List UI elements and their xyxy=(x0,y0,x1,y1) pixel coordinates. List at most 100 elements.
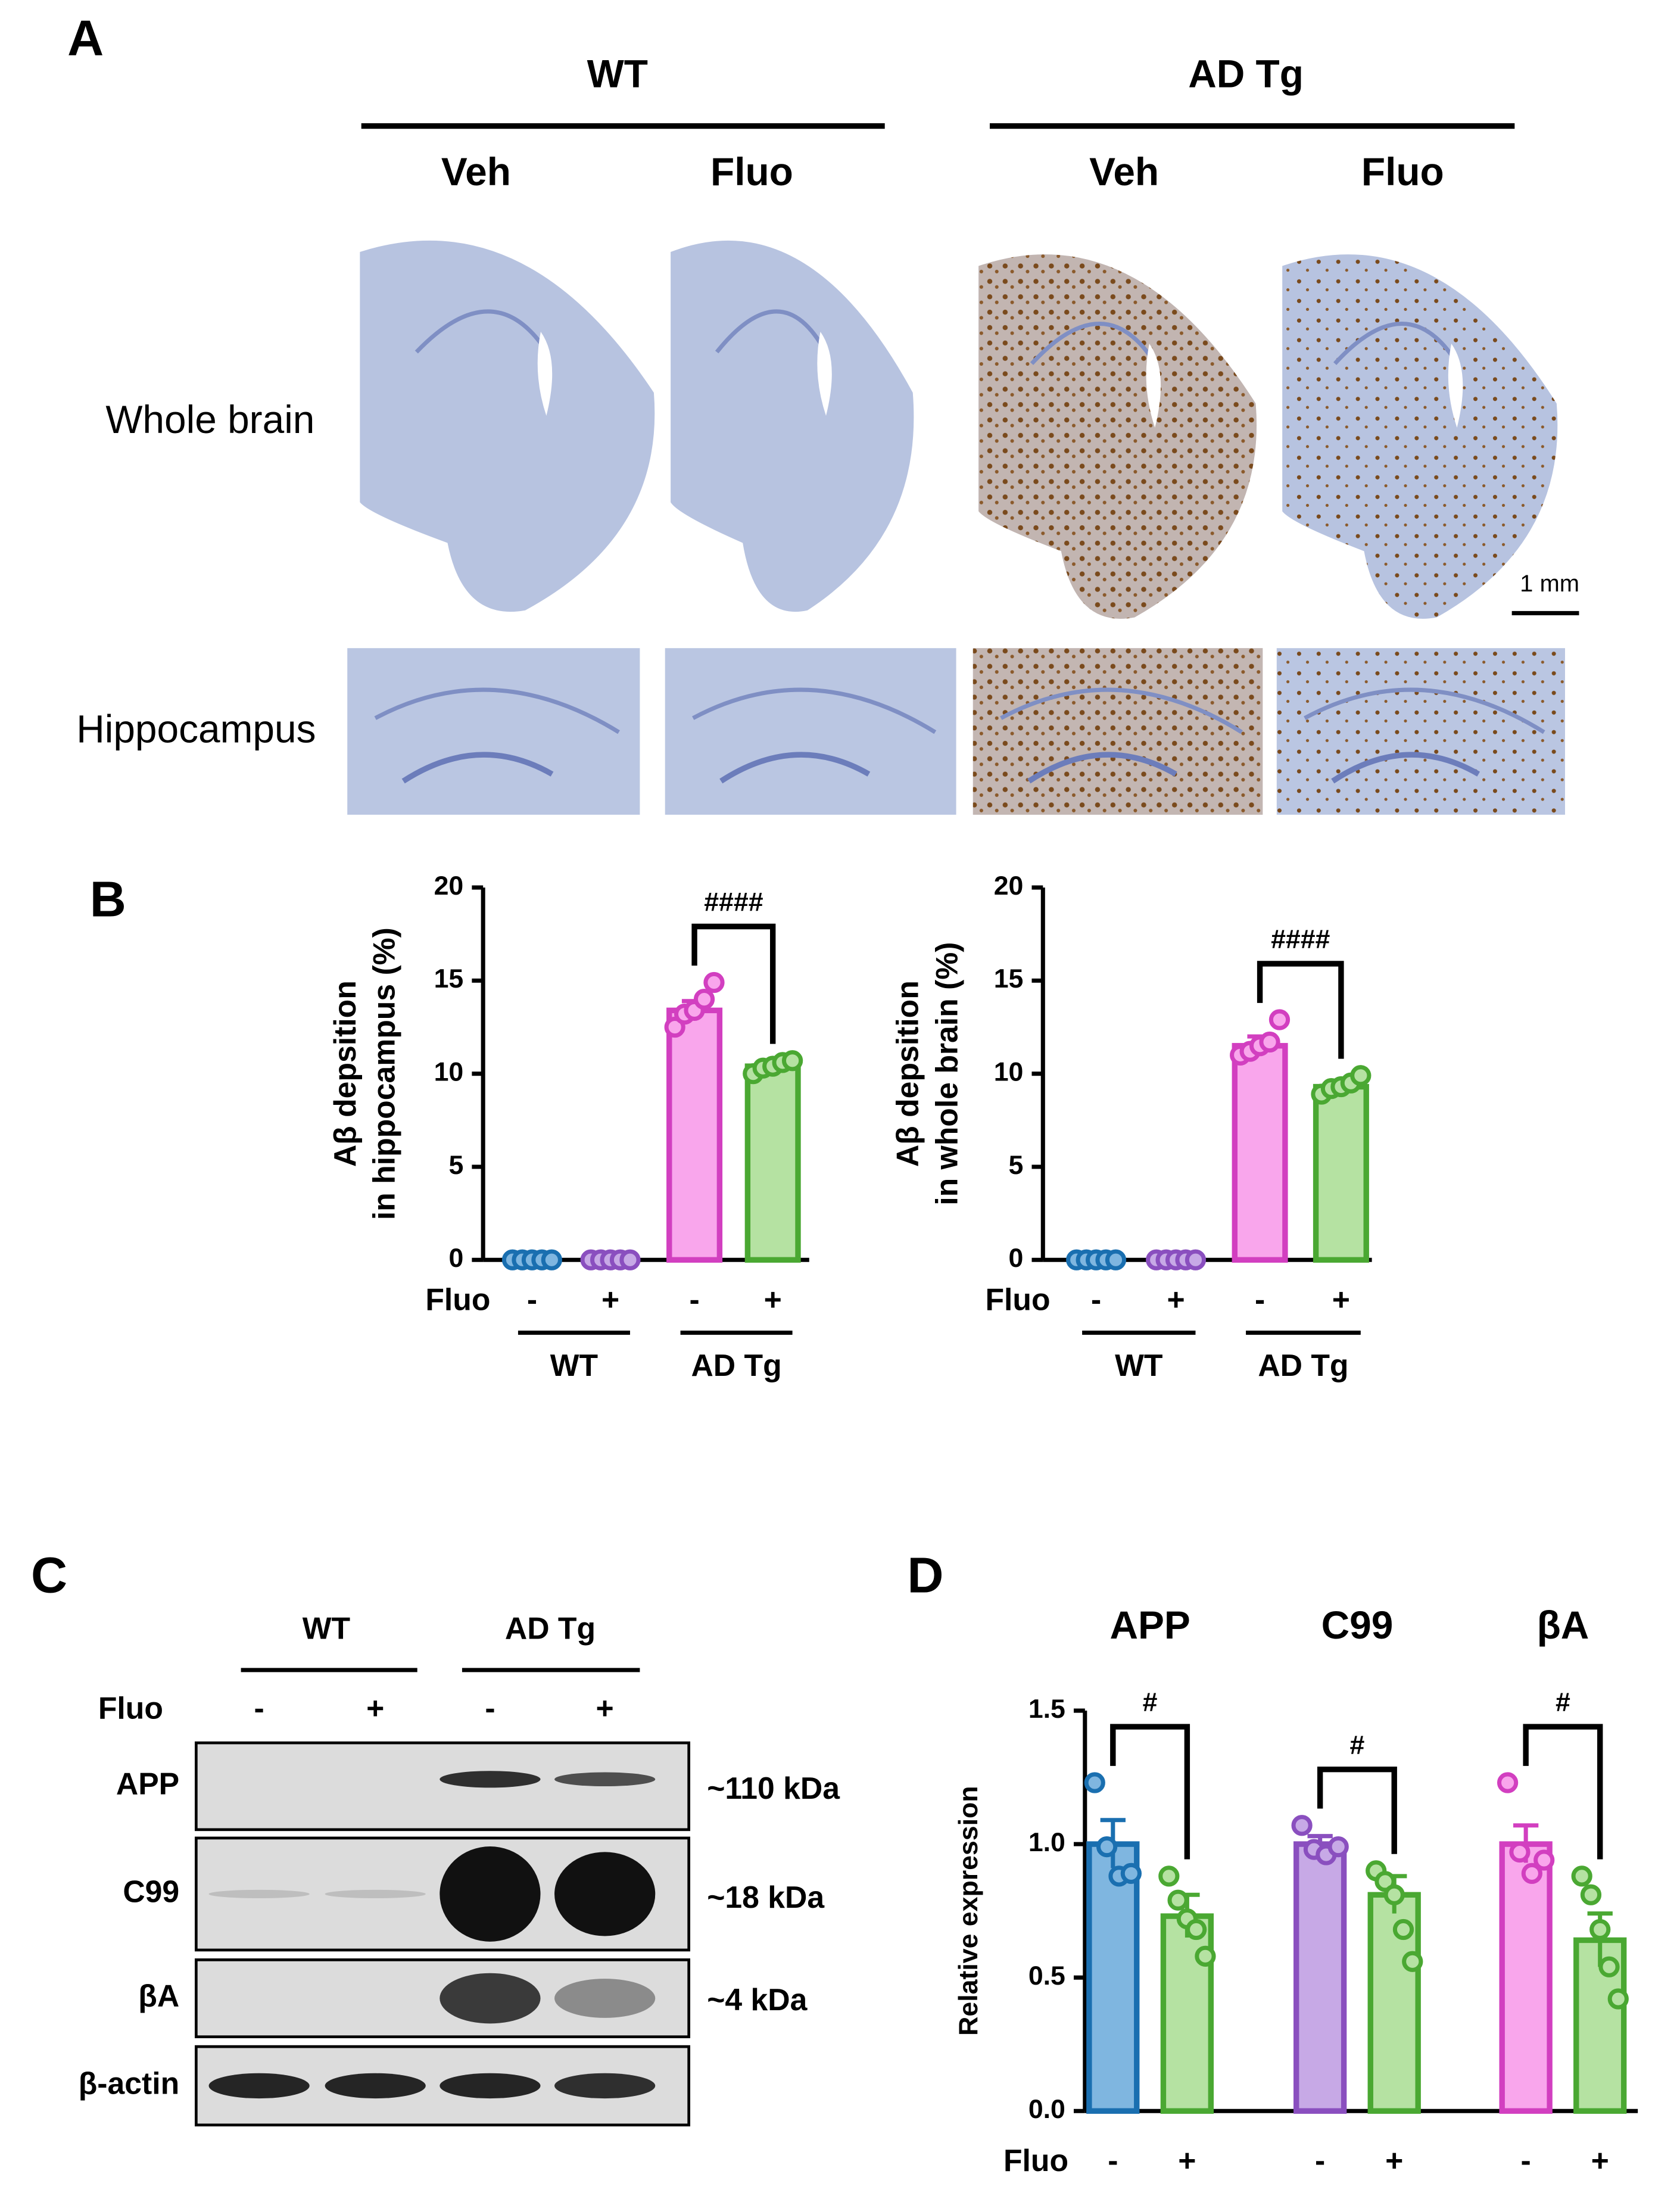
plaque-stain xyxy=(1276,648,1565,815)
data-point xyxy=(1533,1849,1555,1871)
chart-title: βA xyxy=(1537,1603,1589,1647)
treatment-label: Veh xyxy=(441,150,511,194)
significance-label: #### xyxy=(1271,925,1330,954)
band-size: ~4 kDa xyxy=(707,1982,808,2017)
lane-label: - xyxy=(485,1691,495,1726)
hippocampal-layer xyxy=(1333,321,1459,365)
hippocampal-layer xyxy=(1030,321,1157,365)
group-label: WT xyxy=(303,1611,351,1646)
data-point xyxy=(1598,1956,1620,1977)
data-point xyxy=(703,971,725,993)
group-label: AD Tg xyxy=(1188,52,1304,96)
group-label: AD Tg xyxy=(505,1611,596,1646)
band xyxy=(554,1979,656,2018)
data-point xyxy=(781,1050,803,1072)
y-tick-label: 20 xyxy=(434,871,464,901)
significance-bracket xyxy=(1110,1724,1190,1860)
data-point xyxy=(1383,1884,1405,1905)
data-point xyxy=(1105,1249,1127,1270)
data-point xyxy=(1084,1772,1105,1793)
data-point xyxy=(541,1249,562,1270)
y-tick-label: 15 xyxy=(994,964,1024,993)
data-point xyxy=(1580,1884,1602,1905)
data-point xyxy=(1509,1841,1531,1863)
group-label: WT xyxy=(1115,1348,1163,1382)
significance-label: # xyxy=(1350,1731,1365,1760)
band xyxy=(440,1771,541,1788)
row-label: Fluo xyxy=(425,1282,490,1316)
x-tick-label: + xyxy=(1332,1282,1350,1316)
panel-label: A xyxy=(67,10,104,66)
y-tick-label: 10 xyxy=(434,1057,464,1086)
brain-section xyxy=(360,240,655,612)
row-label: Hippocampus xyxy=(76,707,316,751)
significance-label: # xyxy=(1143,1688,1158,1717)
data-point xyxy=(1607,1988,1629,2010)
plaque-stain xyxy=(978,254,1257,619)
group-label: AD Tg xyxy=(1258,1348,1348,1382)
hippocampus-section xyxy=(347,648,640,815)
y-tick-label: 0.0 xyxy=(1028,2095,1065,2124)
x-tick-label: + xyxy=(1178,2143,1196,2178)
panel-label: C xyxy=(31,1546,67,1603)
data-point xyxy=(1167,1889,1189,1911)
data-point xyxy=(1096,1836,1118,1858)
x-tick-label: - xyxy=(1521,2143,1531,2178)
data-point xyxy=(1259,1031,1280,1053)
x-tick-label: + xyxy=(1385,2143,1403,2178)
panel-label: D xyxy=(907,1546,943,1603)
data-point xyxy=(1327,1836,1349,1858)
bar xyxy=(1086,1841,1140,2114)
bar xyxy=(666,1007,723,1263)
y-tick-label: 0.5 xyxy=(1028,1961,1065,1991)
y-tick-label: 5 xyxy=(448,1151,463,1180)
x-tick-label: + xyxy=(1167,1282,1185,1316)
group-label: AD Tg xyxy=(691,1348,781,1382)
hippocampal-layer xyxy=(1000,687,1243,734)
ventricle xyxy=(817,332,832,416)
y-axis-label: Relative expression xyxy=(954,1786,983,2035)
x-tick-label: + xyxy=(764,1282,782,1316)
bar xyxy=(744,1063,801,1263)
x-tick-label: + xyxy=(1591,2143,1609,2178)
x-tick-label: - xyxy=(1255,1282,1265,1316)
row-label: Fluo xyxy=(98,1691,163,1726)
blot-label: βA xyxy=(138,1979,179,2013)
bar xyxy=(1499,1841,1553,2114)
lane-label: + xyxy=(596,1691,614,1726)
significance-bracket xyxy=(1257,961,1344,1059)
data-point xyxy=(693,989,715,1010)
y-tick-label: 1.5 xyxy=(1028,1695,1065,1724)
treatment-label: Fluo xyxy=(710,150,793,194)
y-tick-label: 1.0 xyxy=(1028,1828,1065,1857)
ventricle xyxy=(537,332,553,416)
band xyxy=(440,1846,541,1942)
blot xyxy=(195,1741,691,1832)
treatment-label: Fluo xyxy=(1361,150,1444,194)
y-tick-label: 0 xyxy=(1009,1244,1024,1273)
hippocampal-layer xyxy=(1304,687,1545,734)
row-label: Fluo xyxy=(1003,2143,1068,2178)
bar xyxy=(1313,1083,1369,1263)
band xyxy=(440,2073,541,2099)
band xyxy=(554,1852,656,1936)
band-size: ~18 kDa xyxy=(707,1880,825,1914)
bar xyxy=(1160,1913,1214,2114)
micrographs xyxy=(347,240,1565,815)
blot-label: APP xyxy=(116,1767,179,1801)
x-tick-label: - xyxy=(1315,2143,1325,2178)
significance-bracket xyxy=(691,923,776,1044)
data-point xyxy=(1402,1951,1423,1972)
hippocampus-section xyxy=(665,648,956,815)
x-tick-label: - xyxy=(527,1282,537,1316)
data-point xyxy=(1291,1815,1313,1836)
bar xyxy=(1293,1841,1347,2114)
lane-label: - xyxy=(254,1691,264,1726)
ventricle xyxy=(1448,343,1463,428)
plaque-stain xyxy=(1282,254,1558,619)
y-axis-label: Aβ depsition xyxy=(890,980,925,1167)
data-point xyxy=(1350,1065,1372,1086)
plaque-stain xyxy=(973,648,1263,815)
